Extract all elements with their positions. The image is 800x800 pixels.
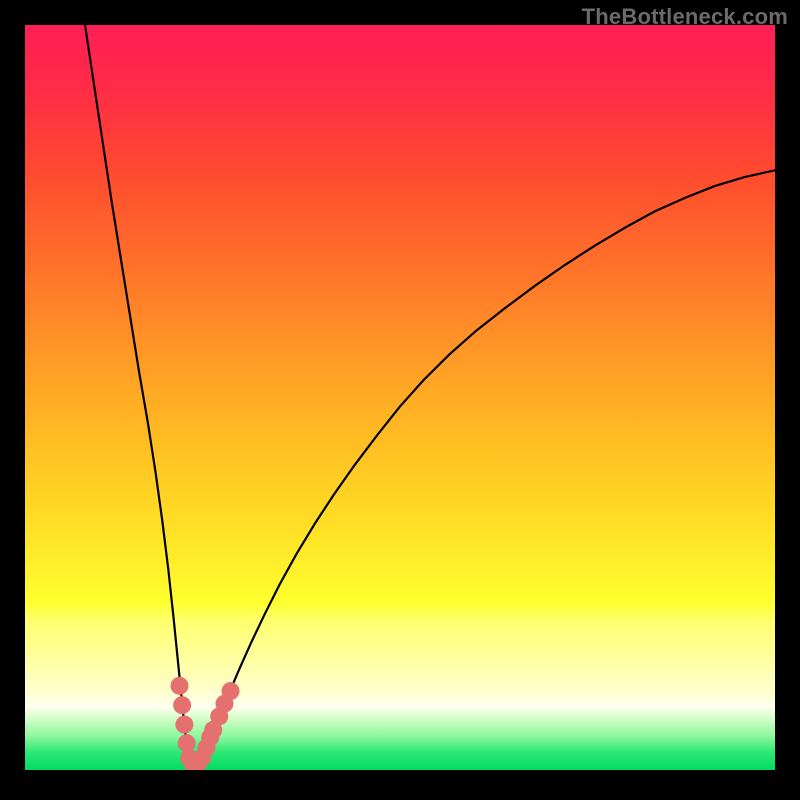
highlight-marker bbox=[173, 696, 191, 714]
highlight-marker bbox=[171, 677, 189, 695]
watermark-text: TheBottleneck.com bbox=[582, 4, 788, 30]
highlight-marker bbox=[222, 682, 240, 700]
plot-area bbox=[25, 25, 775, 770]
bottleneck-curve-chart bbox=[25, 25, 775, 770]
highlight-marker bbox=[175, 716, 193, 734]
gradient-background bbox=[25, 25, 775, 770]
chart-stage: TheBottleneck.com bbox=[0, 0, 800, 800]
